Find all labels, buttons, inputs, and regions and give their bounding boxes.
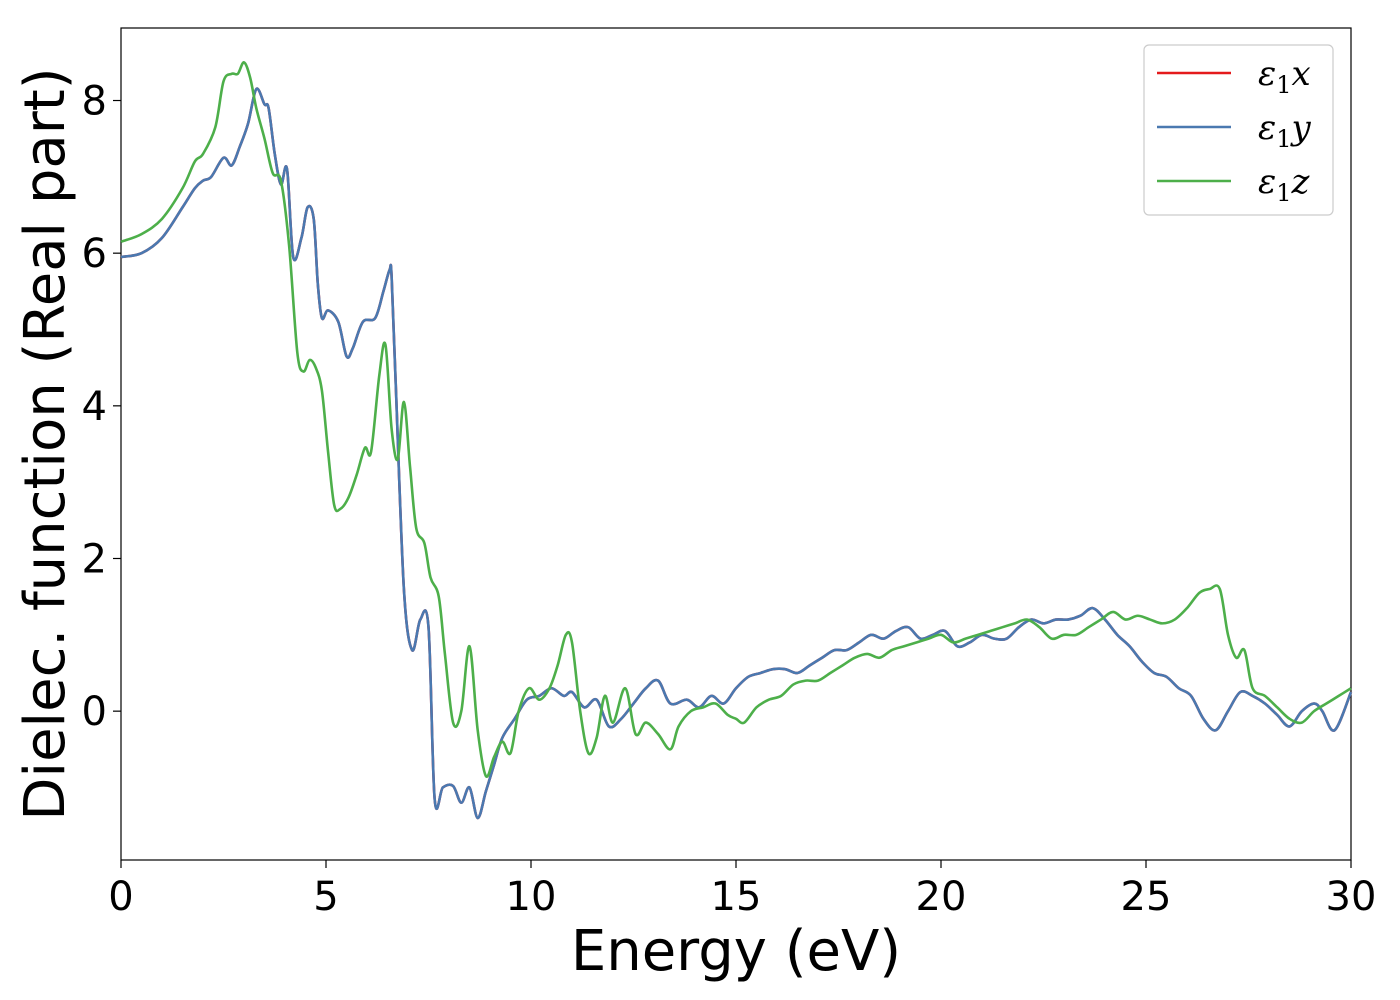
y-tick-label: 2	[82, 536, 107, 582]
x-tick-label: 5	[313, 874, 338, 920]
x-axis-title: Energy (eV)	[571, 919, 901, 984]
legend-label: ε1x	[1258, 54, 1311, 99]
series-group	[120, 61, 1353, 820]
legend-box	[1143, 44, 1334, 216]
series-line-z	[120, 61, 1352, 779]
legend: ε1x ε1y ε1z	[1143, 44, 1334, 216]
y-tick-label: 4	[82, 384, 107, 430]
x-tick-label: 30	[1326, 874, 1377, 920]
x-axis-ticks: 0 5 10 15 20 25 30	[108, 860, 1376, 920]
x-tick-label: 15	[711, 874, 762, 920]
y-tick-label: 0	[82, 689, 107, 735]
y-axis-ticks: 0 2 4 6 8	[82, 79, 121, 735]
y-tick-label: 6	[82, 231, 107, 277]
plot-area: 0 5 10 15 20 25 30 0 2 4 6 8	[82, 27, 1376, 920]
y-axis-title: Dielec. function (Real part)	[13, 67, 78, 820]
x-tick-label: 10	[506, 874, 557, 920]
series-line-y	[120, 87, 1353, 820]
x-tick-label: 20	[916, 874, 967, 920]
legend-label: ε1y	[1258, 108, 1312, 153]
x-tick-label: 25	[1121, 874, 1172, 920]
y-tick-label: 8	[82, 79, 107, 125]
legend-label: ε1z	[1258, 162, 1311, 207]
x-tick-label: 0	[108, 874, 133, 920]
